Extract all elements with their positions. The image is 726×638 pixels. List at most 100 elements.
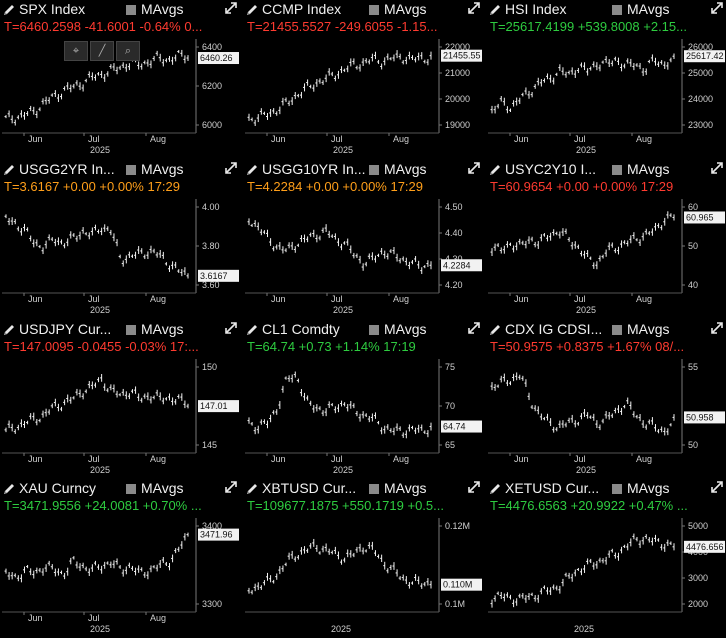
security-title[interactable]: SPX Index <box>19 1 86 17</box>
price-chart[interactable]: 60 50 40 60.965 Jun Jul Aug 2025 <box>486 195 726 318</box>
checkbox-icon[interactable] <box>612 5 622 15</box>
pencil-icon[interactable] <box>245 482 259 496</box>
mavgs-toggle[interactable]: MAvgs <box>126 321 184 337</box>
security-title[interactable]: USGG2YR In... <box>19 161 115 177</box>
checkbox-icon[interactable] <box>369 484 379 494</box>
chart-panel[interactable]: USDJPY Cur... MAvgs T=147.0095 -0.0455 -0.… <box>0 320 240 478</box>
checkbox-icon[interactable] <box>369 165 379 175</box>
mavgs-toggle[interactable]: MAvgs <box>369 321 427 337</box>
pencil-icon[interactable] <box>488 163 502 177</box>
chart-panel[interactable]: SPX Index MAvgs T=6460.2598 -41.6001 -0.64… <box>0 0 240 158</box>
price-chart[interactable]: 55 50 50.958 Jun Jul Aug 2025 <box>486 355 726 478</box>
pencil-icon[interactable] <box>488 323 502 337</box>
month-label: Jun <box>28 134 43 144</box>
expand-icon[interactable] <box>224 1 238 15</box>
price-chart[interactable]: 150 145 147.01 Jun Jul Aug 2025 <box>0 355 240 478</box>
expand-icon[interactable] <box>710 480 724 494</box>
security-title[interactable]: XAU Curncy <box>19 480 97 496</box>
expand-icon[interactable] <box>467 161 481 175</box>
price-chart[interactable]: 4.00 3.80 3.60 3.6167 Jun Jul Aug 2025 <box>0 195 240 318</box>
price-chart[interactable]: 6400 6200 6000 6460.26 Jun Jul Aug 2025 <box>0 35 240 158</box>
security-title[interactable]: USYC2Y10 I... <box>505 161 597 177</box>
expand-icon[interactable] <box>710 161 724 175</box>
expand-icon[interactable] <box>467 480 481 494</box>
expand-icon[interactable] <box>224 480 238 494</box>
security-title[interactable]: XETUSD Cur... <box>505 480 600 496</box>
security-title[interactable]: CDX IG CDSI... <box>505 321 603 337</box>
chart-panel[interactable]: HSI Index MAvgs T=25617.4199 +539.8008 +2.… <box>486 0 726 158</box>
draw-line-button[interactable]: ╱ <box>90 41 114 61</box>
price-chart[interactable]: 75 70 65 64.74 Jun Jul Aug 2025 <box>243 355 483 478</box>
checkbox-icon[interactable] <box>612 484 622 494</box>
pencil-icon[interactable] <box>245 163 259 177</box>
checkbox-icon[interactable] <box>369 325 379 335</box>
checkbox-icon[interactable] <box>126 165 136 175</box>
chart-panel[interactable]: CL1 Comdty MAvgs T=64.74 +0.73 +1.14% 17:1… <box>243 320 483 478</box>
pencil-icon[interactable] <box>245 3 259 17</box>
mavgs-toggle[interactable]: MAvgs <box>126 161 184 177</box>
pencil-icon[interactable] <box>488 482 502 496</box>
crosshair-button[interactable]: ⌖ <box>64 41 88 61</box>
y-tick-label: 0.12M <box>445 521 470 531</box>
security-title[interactable]: CCMP Index <box>262 1 342 17</box>
panel-header: CL1 Comdty MAvgs <box>243 320 483 339</box>
pencil-icon[interactable] <box>2 3 16 17</box>
price-chart[interactable]: 3400 3300 3471.96 Jun Jul Aug 2025 <box>0 514 240 637</box>
chart-panel[interactable]: USYC2Y10 I... MAvgs T=60.9654 +0.00 +0.00%… <box>486 160 726 318</box>
pencil-icon[interactable] <box>2 482 16 496</box>
chart-panel[interactable]: CDX IG CDSI... MAvgs T=50.9575 +0.8375 +1.… <box>486 320 726 478</box>
panel-header: XETUSD Cur... MAvgs <box>486 479 726 498</box>
security-title[interactable]: USDJPY Cur... <box>19 321 112 337</box>
month-label: Jul <box>331 134 343 144</box>
expand-icon[interactable] <box>467 1 481 15</box>
checkbox-icon[interactable] <box>126 325 136 335</box>
checkbox-icon[interactable] <box>369 5 379 15</box>
last-price-label: 4476.656 <box>686 542 724 552</box>
checkbox-icon[interactable] <box>612 165 622 175</box>
month-label: Aug <box>636 454 652 464</box>
last-price-label: 6460.26 <box>200 53 233 63</box>
expand-icon[interactable] <box>224 321 238 335</box>
chart-panel[interactable]: XETUSD Cur... MAvgs T=4476.6563 +20.9922 +… <box>486 479 726 637</box>
y-tick-label: 4.20 <box>445 280 463 290</box>
mavgs-toggle[interactable]: MAvgs <box>126 1 184 17</box>
mavgs-toggle[interactable]: MAvgs <box>612 321 670 337</box>
mavgs-toggle[interactable]: MAvgs <box>612 161 670 177</box>
pencil-icon[interactable] <box>245 323 259 337</box>
pencil-icon[interactable] <box>488 3 502 17</box>
pencil-icon[interactable] <box>2 163 16 177</box>
security-title[interactable]: XBTUSD Cur... <box>262 480 357 496</box>
y-tick-label: 22000 <box>445 42 470 52</box>
chart-panel[interactable]: XBTUSD Cur... MAvgs T=109677.1875 +550.171… <box>243 479 483 637</box>
security-title[interactable]: HSI Index <box>505 1 567 17</box>
expand-icon[interactable] <box>467 321 481 335</box>
zoom-button[interactable]: ⌕ <box>116 41 140 61</box>
price-chart[interactable]: 4.50 4.40 4.30 4.20 4.2284 Jun Jul Aug 2025 <box>243 195 483 318</box>
mavgs-toggle[interactable]: MAvgs <box>369 161 427 177</box>
mavgs-toggle[interactable]: MAvgs <box>369 480 427 496</box>
mavgs-toggle[interactable]: MAvgs <box>126 480 184 496</box>
mavgs-toggle[interactable]: MAvgs <box>612 480 670 496</box>
mavgs-toggle[interactable]: MAvgs <box>369 1 427 17</box>
chart-panel[interactable]: USGG10YR In... MAvgs T=4.2284 +0.00 +0.00%… <box>243 160 483 318</box>
checkbox-icon[interactable] <box>126 484 136 494</box>
chart-panel[interactable]: XAU Curncy MAvgs T=3471.9556 +24.0081 +0.7… <box>0 479 240 637</box>
mavgs-toggle[interactable]: MAvgs <box>612 1 670 17</box>
mavgs-label: MAvgs <box>141 161 184 177</box>
year-label: 2025 <box>576 465 596 475</box>
security-title[interactable]: CL1 Comdty <box>262 321 340 337</box>
price-chart[interactable]: 0.12M 0.1M 0.110M 2025 <box>243 514 483 637</box>
expand-icon[interactable] <box>710 321 724 335</box>
expand-icon[interactable] <box>710 1 724 15</box>
expand-icon[interactable] <box>224 161 238 175</box>
security-title[interactable]: USGG10YR In... <box>262 161 366 177</box>
chart-panel[interactable]: CCMP Index MAvgs T=21455.5527 -249.6055 -1… <box>243 0 483 158</box>
y-tick-label: 55 <box>688 362 698 372</box>
checkbox-icon[interactable] <box>612 325 622 335</box>
price-chart[interactable]: 22000 21000 20000 19000 21455.55 Jun Jul Aug 202… <box>243 35 483 158</box>
price-chart[interactable]: 26000 25000 24000 23000 25617.42 Jun Jul Aug 202… <box>486 35 726 158</box>
pencil-icon[interactable] <box>2 323 16 337</box>
chart-panel[interactable]: USGG2YR In... MAvgs T=3.6167 +0.00 +0.00% … <box>0 160 240 318</box>
checkbox-icon[interactable] <box>126 5 136 15</box>
